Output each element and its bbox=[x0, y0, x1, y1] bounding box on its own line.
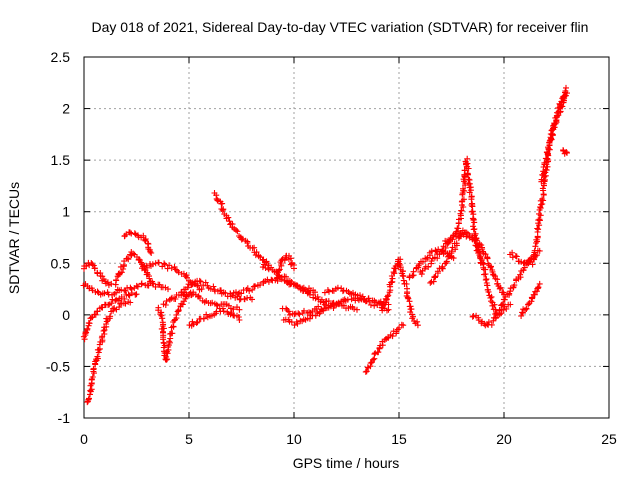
grid bbox=[84, 57, 609, 418]
point-markers bbox=[211, 190, 272, 269]
series-arc-8 bbox=[155, 289, 197, 363]
point-markers bbox=[139, 259, 205, 293]
point-markers bbox=[160, 291, 243, 313]
point-markers bbox=[112, 249, 157, 288]
point-markers bbox=[84, 298, 134, 406]
series-arc-4 bbox=[84, 298, 134, 406]
data-points bbox=[80, 84, 570, 406]
point-markers bbox=[273, 252, 297, 282]
point-markers bbox=[80, 279, 171, 298]
x-tick-label: 5 bbox=[185, 431, 193, 447]
series-arc-11 bbox=[186, 305, 243, 329]
series-arc-7 bbox=[139, 259, 205, 293]
y-tick-label: -1 bbox=[58, 410, 71, 426]
series-arc-30 bbox=[538, 90, 570, 185]
point-markers bbox=[227, 276, 318, 297]
series-arc-3 bbox=[80, 290, 140, 343]
y-tick-labels: -1 -0.5 0 0.5 1 1.5 2 2.5 bbox=[46, 49, 70, 426]
series-arc-24 bbox=[442, 229, 507, 298]
point-markers bbox=[442, 229, 507, 298]
y-tick-label: 2 bbox=[62, 101, 70, 117]
series-arc-23 bbox=[427, 227, 499, 313]
point-markers bbox=[81, 259, 115, 289]
x-tick-label: 25 bbox=[601, 431, 617, 447]
y-tick-label: -0.5 bbox=[46, 358, 70, 374]
point-markers bbox=[155, 289, 197, 363]
x-tick-label: 0 bbox=[80, 431, 88, 447]
series-arc-6 bbox=[121, 229, 155, 256]
series-arc-9 bbox=[160, 291, 243, 313]
point-markers bbox=[178, 277, 255, 303]
x-axis-label: GPS time / hours bbox=[293, 455, 400, 471]
y-tick-label: 0 bbox=[62, 307, 70, 323]
series-arc-1 bbox=[81, 259, 115, 289]
x-tick-label: 10 bbox=[286, 431, 302, 447]
point-markers bbox=[427, 227, 499, 313]
point-markers bbox=[186, 305, 243, 329]
axis-ticks bbox=[83, 56, 610, 419]
series-arc-17 bbox=[280, 295, 392, 329]
series-arc-12 bbox=[211, 190, 272, 269]
x-tick-labels: 0 5 10 15 20 25 bbox=[80, 431, 617, 447]
point-markers bbox=[379, 256, 421, 329]
series-arc-28 bbox=[518, 280, 543, 319]
series-arc-29 bbox=[529, 84, 569, 268]
point-markers bbox=[518, 280, 543, 319]
y-tick-label: 2.5 bbox=[51, 49, 71, 65]
chart-title: Day 018 of 2021, Sidereal Day-to-day VTE… bbox=[92, 19, 589, 35]
series-arc-5 bbox=[112, 249, 157, 288]
y-axis-label: SDTVAR / TECUs bbox=[6, 182, 22, 294]
y-tick-label: 0.5 bbox=[51, 255, 71, 271]
plot-frame bbox=[83, 56, 610, 419]
point-markers bbox=[538, 90, 570, 185]
series-arc-10 bbox=[178, 277, 255, 303]
y-tick-label: 1.5 bbox=[51, 152, 71, 168]
point-markers bbox=[362, 321, 407, 375]
point-markers bbox=[259, 261, 339, 308]
series-arc-13 bbox=[227, 276, 318, 297]
series-arc-19 bbox=[362, 321, 407, 375]
y-tick-label: 1 bbox=[62, 204, 70, 220]
series-arc-15 bbox=[273, 252, 297, 282]
x-tick-label: 15 bbox=[391, 431, 407, 447]
series-arc-31 bbox=[560, 147, 570, 157]
series-arc-20 bbox=[379, 256, 421, 329]
series-arc-2 bbox=[80, 279, 171, 298]
point-markers bbox=[560, 147, 570, 157]
x-tick-label: 20 bbox=[496, 431, 512, 447]
point-markers bbox=[121, 229, 155, 256]
series-arc-14 bbox=[259, 261, 339, 308]
point-markers bbox=[80, 290, 140, 343]
point-markers bbox=[529, 84, 569, 268]
point-markers bbox=[280, 295, 392, 329]
